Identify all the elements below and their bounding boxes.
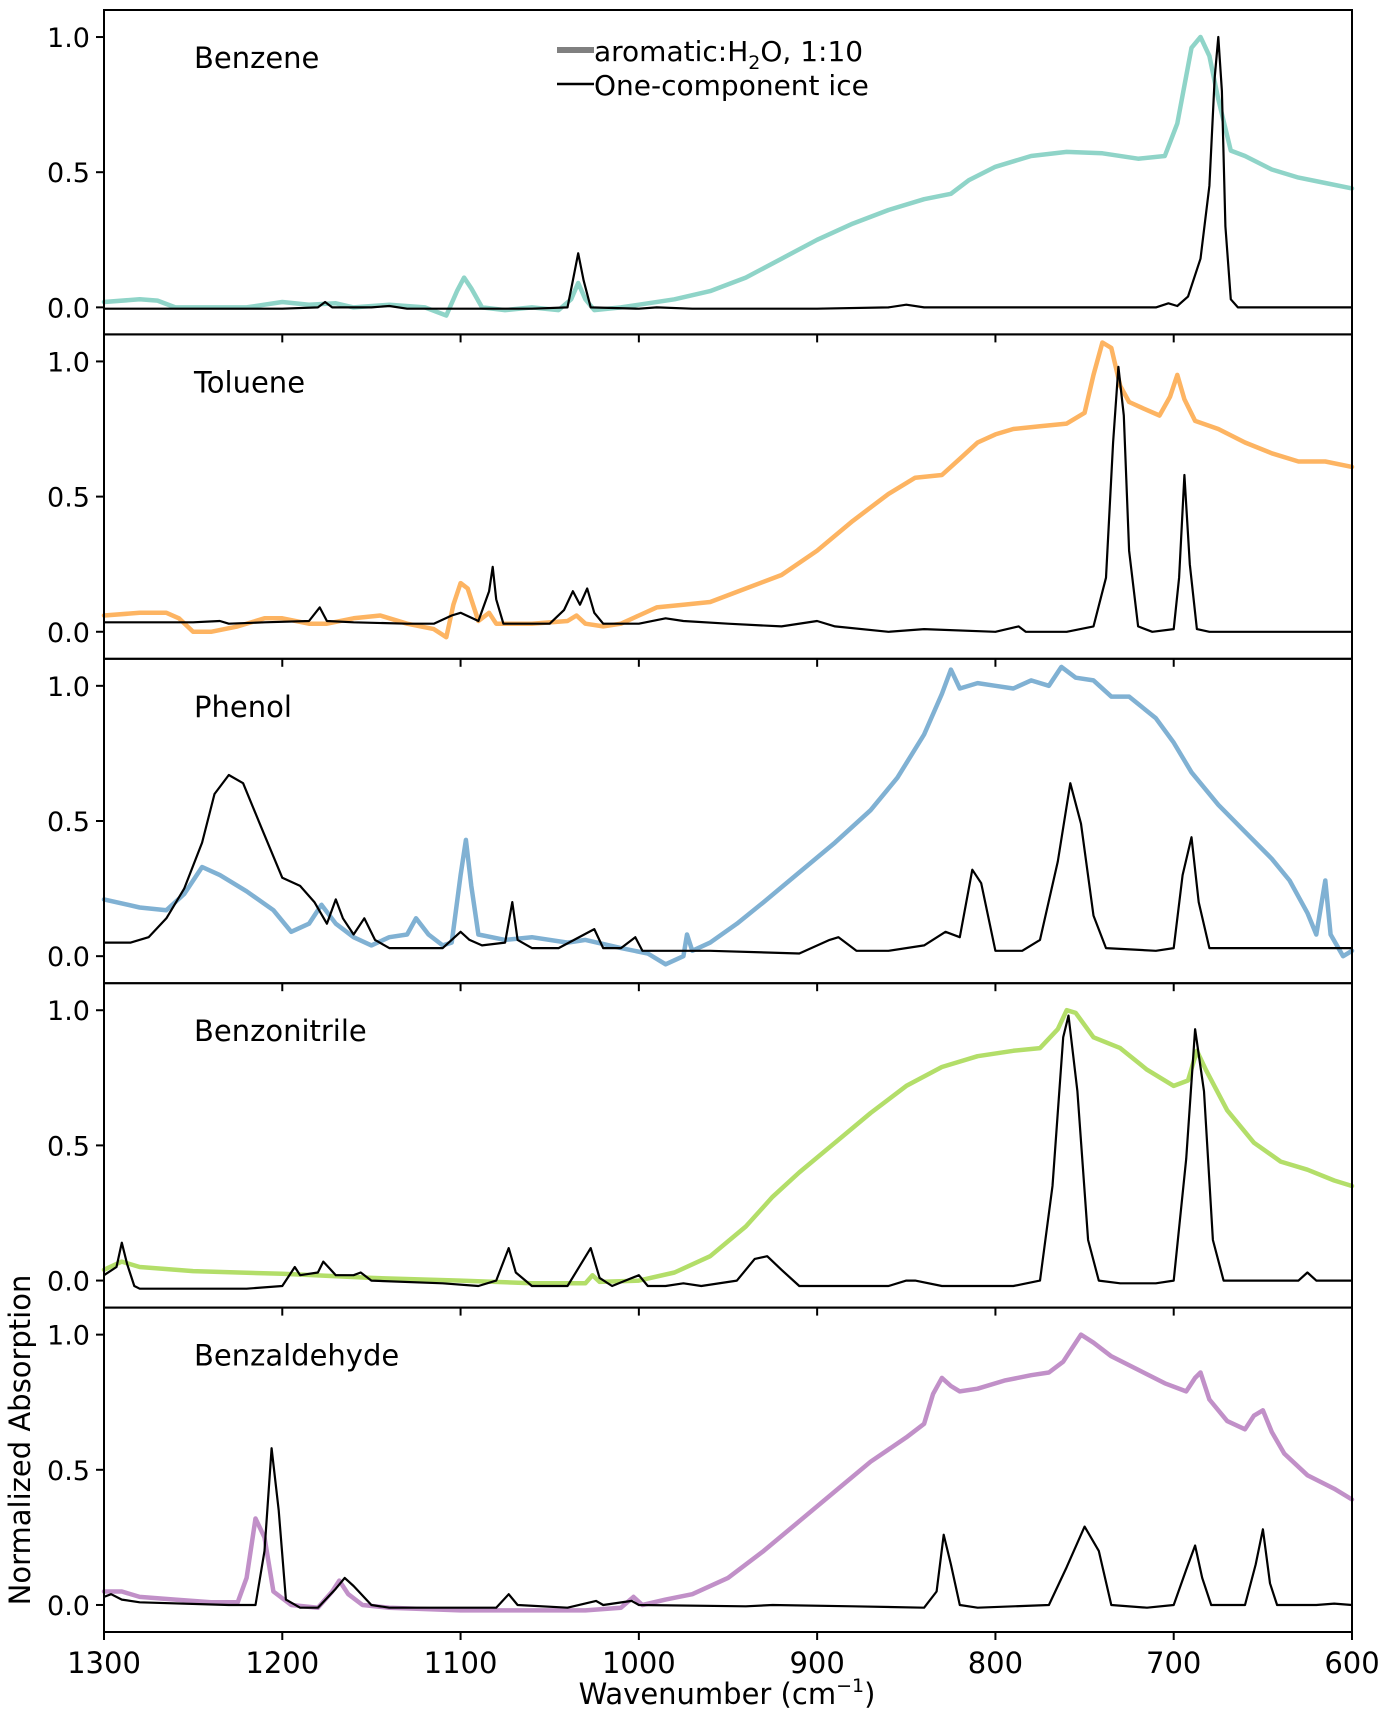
- x-tick-label-4: 900: [789, 1646, 844, 1680]
- x-tick-label-7: 600: [1324, 1646, 1379, 1680]
- x-tick-label-3: 1000: [602, 1646, 676, 1680]
- x-tick-label-5: 800: [968, 1646, 1023, 1680]
- panel-label-benzonitrile: Benzonitrile: [194, 1014, 367, 1048]
- panel-benzonitrile: 0.0 0.5 1.0 Benzonitrile: [47, 982, 1355, 1316]
- series-pure-benzonitrile: [103, 1014, 1352, 1290]
- y-tick-label-phenol-0: 0.0: [47, 942, 90, 973]
- panel-label-benzaldehyde: Benzaldehyde: [194, 1339, 399, 1373]
- legend-pure-label: One-component ice: [594, 69, 869, 102]
- panel-label-toluene: Toluene: [193, 365, 305, 399]
- panel-toluene: 0.0 0.5 1.0 Toluene: [47, 333, 1355, 667]
- series-pure-benzaldehyde: [103, 1447, 1353, 1609]
- series-pure-phenol: [104, 773, 1352, 955]
- panel-label-benzene: Benzene: [194, 41, 319, 75]
- y-tick-label-toluene-1: 0.5: [47, 483, 90, 514]
- panels-layer: 0.0 0.5 1.0 Benzene 0.0 0.5 1.0 Toluene 0.0 0.5 1.…: [47, 9, 1380, 1680]
- y-axis-label: Normalized Absorption: [3, 1275, 37, 1606]
- legend-mixture-label: aromatic:H2O, 1:10: [594, 35, 863, 74]
- y-tick-label-benzonitrile-2: 1.0: [47, 996, 90, 1027]
- x-axis-label: Wavenumber (cm−1): [579, 1675, 876, 1711]
- series-mixture-benzene: [101, 34, 1355, 318]
- y-tick-label-phenol-1: 0.5: [47, 807, 90, 838]
- panel-label-phenol: Phenol: [194, 690, 292, 724]
- series-mixture-phenol: [101, 664, 1355, 967]
- x-tick-label-0: 1300: [67, 1646, 141, 1680]
- y-tick-label-benzonitrile-0: 0.0: [47, 1267, 90, 1298]
- panel-benzene: 0.0 0.5 1.0 Benzene: [47, 9, 1355, 343]
- y-tick-label-benzaldehyde-1: 0.5: [47, 1456, 90, 1487]
- series-mixture-benzaldehyde: [101, 1332, 1355, 1613]
- x-tick-label-6: 700: [1146, 1646, 1201, 1680]
- y-tick-label-benzaldehyde-2: 1.0: [47, 1321, 90, 1352]
- series-mixture-benzonitrile: [101, 1007, 1355, 1286]
- y-tick-label-toluene-2: 1.0: [47, 347, 90, 378]
- y-tick-label-toluene-0: 0.0: [47, 618, 90, 649]
- x-tick-label-1: 1200: [245, 1646, 319, 1680]
- y-tick-label-benzonitrile-1: 0.5: [47, 1131, 90, 1162]
- panel-phenol: 0.0 0.5 1.0 Phenol: [47, 657, 1355, 992]
- y-tick-label-phenol-2: 1.0: [47, 672, 90, 703]
- series-pure-toluene: [104, 365, 1352, 633]
- x-tick-label-2: 1100: [424, 1646, 498, 1680]
- panel-benzaldehyde: 0.0 0.5 1.0 Benzaldehyde: [47, 1306, 1355, 1640]
- y-tick-label-benzene-0: 0.0: [47, 293, 90, 324]
- y-tick-label-benzene-1: 0.5: [47, 158, 90, 189]
- y-tick-label-benzaldehyde-0: 0.0: [47, 1591, 90, 1622]
- series-pure-benzene: [104, 35, 1352, 310]
- y-tick-label-benzene-2: 1.0: [47, 23, 90, 54]
- legend: aromatic:H2O, 1:10 One-component ice: [557, 35, 869, 102]
